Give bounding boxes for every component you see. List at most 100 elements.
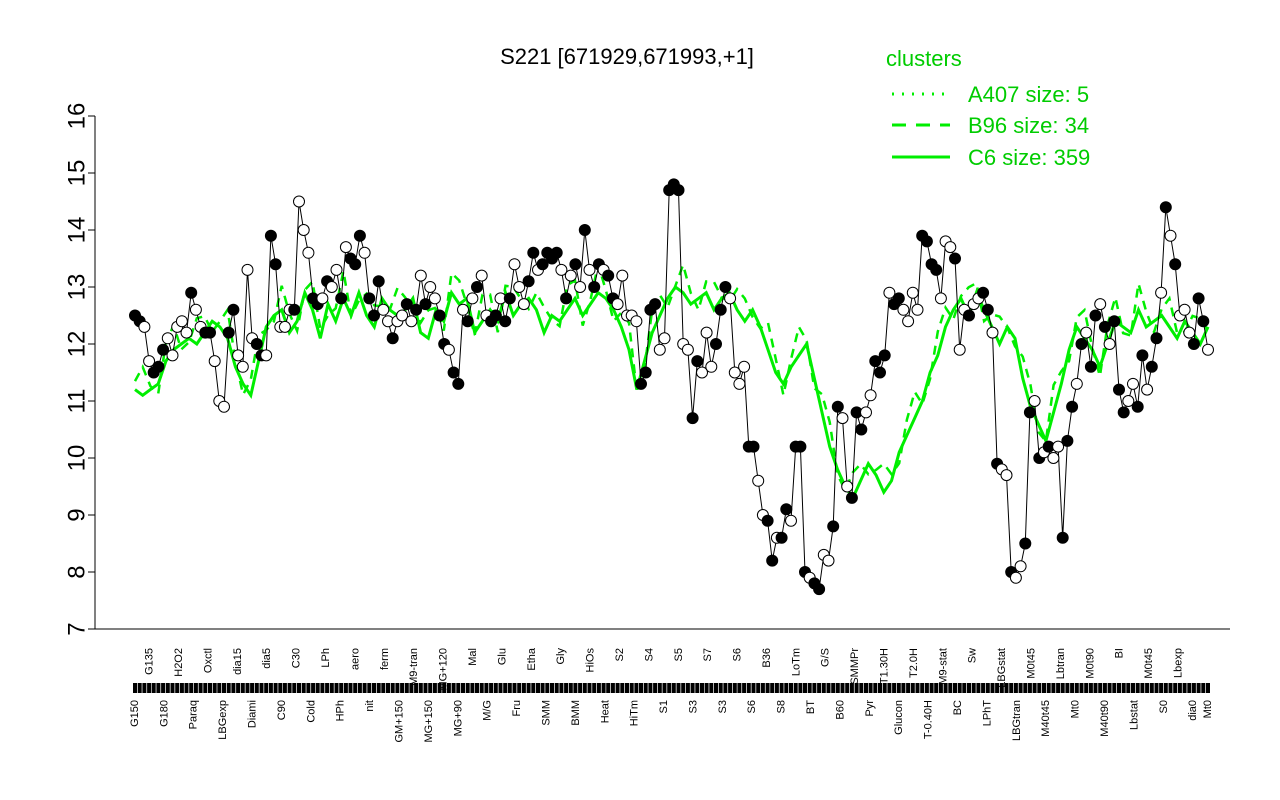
- data-point: [920, 235, 933, 248]
- x-tick-label: MG+120: [438, 648, 450, 691]
- x-tick-label: H2O2: [173, 648, 185, 677]
- data-point: [892, 292, 905, 305]
- data-point: [611, 298, 624, 311]
- data-point: [860, 406, 872, 419]
- data-point: [681, 343, 694, 356]
- x-tick-label: Mt0: [1202, 700, 1214, 718]
- x-tick-label: Etha: [526, 647, 538, 671]
- series-b96-line: [133, 260, 1210, 494]
- data-point: [616, 269, 629, 282]
- data-point: [241, 263, 254, 276]
- x-tick-label: SMMPr: [849, 648, 861, 685]
- x-tick-label: S3: [717, 700, 729, 713]
- data-point: [602, 269, 615, 282]
- x-tick-label: BI: [1114, 648, 1126, 658]
- x-tick-label: S7: [702, 648, 714, 661]
- data-points: [129, 178, 1214, 596]
- data-point: [953, 343, 966, 356]
- data-point: [934, 292, 947, 305]
- x-tick-label: MG+90: [452, 700, 464, 736]
- data-point: [1150, 332, 1163, 345]
- x-tick-label: Mt0: [1070, 700, 1082, 718]
- legend-entry-c6: C6 size: 359: [968, 145, 1090, 170]
- data-point: [869, 355, 882, 368]
- x-tick-label: M40t45: [1040, 700, 1052, 737]
- x-tick-label: T1.30H: [879, 648, 891, 684]
- data-point: [377, 303, 390, 316]
- data-point: [1187, 338, 1200, 350]
- data-point: [588, 281, 601, 293]
- data-point: [1164, 229, 1177, 242]
- x-tick-label: M9-stat: [937, 648, 949, 685]
- x-tick-label: C30: [291, 648, 303, 668]
- data-point: [564, 269, 577, 282]
- data-point: [794, 440, 807, 453]
- data-point: [1197, 315, 1210, 328]
- data-point: [1122, 395, 1135, 407]
- x-tick-label: S8: [776, 700, 788, 713]
- y-tick-label: 12: [63, 331, 90, 358]
- x-tick-label: LBGexp: [217, 700, 229, 740]
- data-point: [728, 366, 741, 379]
- data-point: [175, 315, 188, 328]
- data-point: [297, 224, 310, 236]
- data-point: [813, 583, 826, 596]
- y-tick-label: 11: [63, 389, 90, 414]
- data-point: [574, 281, 587, 293]
- data-point: [527, 246, 540, 259]
- x-tick-label: dia0: [1187, 700, 1199, 721]
- data-point: [513, 281, 526, 293]
- data-point: [1028, 395, 1041, 407]
- data-point: [302, 246, 315, 259]
- data-point: [719, 281, 732, 293]
- x-tick-label: Diami: [246, 700, 258, 728]
- data-point: [658, 332, 671, 345]
- data-point: [278, 320, 291, 333]
- data-point: [457, 303, 469, 316]
- data-point: [1131, 400, 1144, 413]
- data-point: [353, 229, 366, 242]
- data-point: [1178, 303, 1191, 316]
- data-point: [845, 491, 858, 504]
- data-point: [424, 281, 437, 293]
- data-point: [517, 298, 530, 311]
- data-point: [442, 343, 455, 356]
- data-point: [686, 412, 699, 425]
- data-point: [499, 315, 512, 328]
- data-point: [288, 303, 301, 316]
- data-point: [260, 349, 273, 362]
- data-point: [1094, 298, 1107, 311]
- data-point: [1202, 343, 1214, 356]
- data-point: [339, 241, 352, 254]
- data-point: [503, 292, 516, 305]
- data-line-path: [134, 183, 1209, 591]
- x-tick-label: M0t90: [1084, 648, 1096, 679]
- data-point: [1108, 315, 1121, 328]
- data-point: [161, 332, 174, 345]
- x-tick-label: BT: [805, 700, 817, 714]
- x-tick-label: M/G: [482, 700, 494, 721]
- x-tick-label: S4: [643, 648, 655, 661]
- data-point: [550, 246, 563, 259]
- data-point: [293, 195, 305, 208]
- x-tick-label: Lbexp: [1173, 648, 1185, 678]
- x-tick-label: M40t90: [1099, 700, 1111, 737]
- data-point: [1009, 571, 1022, 584]
- data-point: [461, 315, 474, 328]
- data-point: [143, 355, 156, 368]
- x-tick-label: M9-tran: [408, 648, 420, 686]
- data-point: [452, 377, 465, 390]
- data-point: [189, 303, 202, 316]
- data-point: [878, 349, 891, 362]
- x-tick-label: BMM: [570, 700, 582, 726]
- x-tick-label: HiTm: [629, 700, 641, 726]
- y-tick-label: 15: [63, 160, 90, 187]
- data-point: [944, 241, 957, 254]
- data-point: [696, 366, 708, 379]
- data-point: [138, 320, 151, 333]
- data-point: [1070, 377, 1083, 390]
- data-point: [1056, 531, 1069, 544]
- data-point: [911, 303, 924, 316]
- x-tick-label: Pyr: [864, 700, 876, 717]
- x-tick-label: S6: [732, 648, 744, 661]
